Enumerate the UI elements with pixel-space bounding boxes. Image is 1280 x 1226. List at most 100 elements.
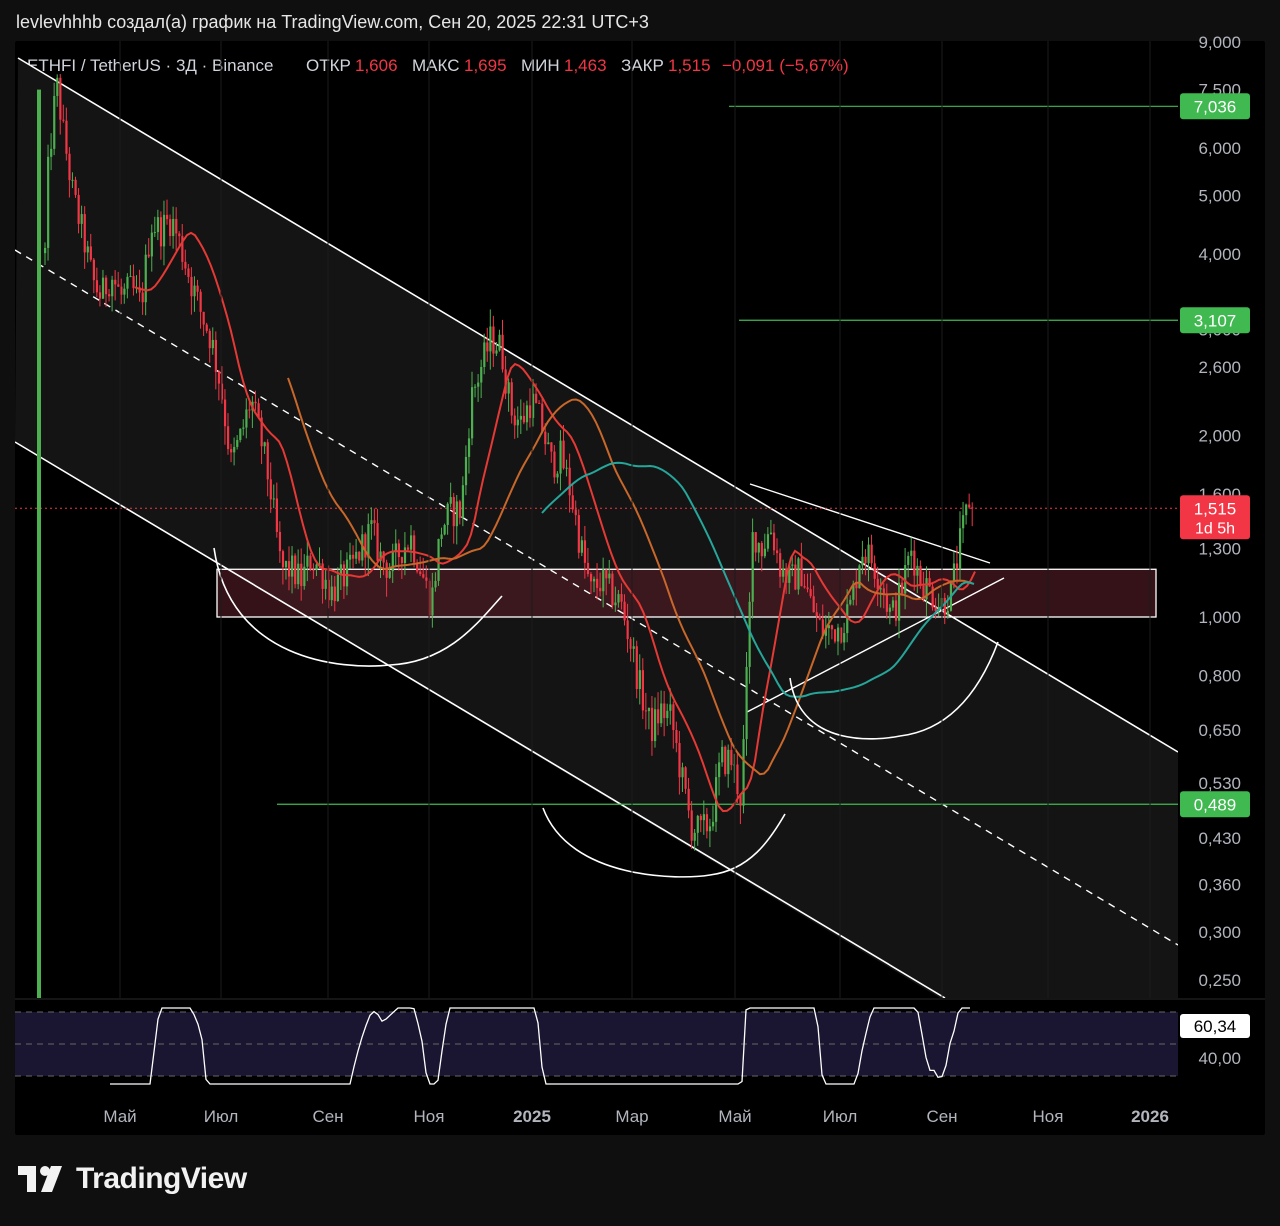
- candle: [339, 564, 343, 575]
- time-tick-label: Сен: [926, 1107, 957, 1126]
- candle: [355, 551, 358, 559]
- candle: [846, 604, 849, 634]
- candle: [223, 399, 227, 427]
- channel-lower-line: [15, 441, 946, 998]
- candle: [62, 119, 65, 121]
- candle: [739, 794, 742, 806]
- tradingview-logo[interactable]: TradingView: [18, 1162, 247, 1196]
- candle: [59, 77, 62, 120]
- legend-low: 1,463: [564, 56, 607, 75]
- candle: [602, 569, 605, 592]
- price-badge: [1180, 307, 1250, 334]
- candle: [904, 564, 907, 594]
- price-tick-label: 1,300: [1198, 539, 1241, 558]
- candle: [952, 563, 956, 581]
- ma-red-line: [134, 231, 976, 813]
- rsi-value-badge: [1180, 1014, 1250, 1038]
- candle: [211, 339, 214, 349]
- candle: [254, 401, 257, 404]
- candle: [330, 586, 333, 601]
- candle: [486, 342, 489, 352]
- candle: [547, 442, 550, 445]
- candle: [56, 77, 59, 96]
- candle: [550, 442, 553, 452]
- candle: [358, 551, 361, 561]
- candle: [477, 382, 480, 387]
- candle: [507, 382, 510, 394]
- price-tick-label: 0,430: [1198, 829, 1241, 848]
- candle: [513, 415, 516, 426]
- candle: [919, 565, 922, 586]
- candle: [275, 498, 278, 532]
- candle: [349, 554, 352, 560]
- candle: [443, 525, 446, 535]
- candle: [910, 550, 913, 556]
- candle: [855, 583, 858, 589]
- candle: [458, 501, 461, 518]
- candle: [65, 120, 68, 154]
- candle: [870, 544, 873, 564]
- candle: [367, 524, 370, 558]
- candle: [150, 232, 153, 257]
- candle: [824, 628, 827, 636]
- candle: [898, 582, 901, 621]
- candle: [413, 535, 416, 563]
- candle: [943, 597, 946, 615]
- candle: [153, 232, 156, 234]
- candle: [556, 473, 559, 478]
- candle: [193, 285, 196, 297]
- time-tick-label: 2025: [513, 1107, 551, 1126]
- candle: [248, 409, 251, 411]
- candle: [571, 495, 574, 510]
- candle: [522, 415, 526, 423]
- candle: [422, 574, 425, 578]
- last-price-label: 1,515: [1194, 499, 1237, 518]
- candle: [50, 148, 53, 157]
- candle: [660, 703, 663, 724]
- candle: [92, 259, 95, 281]
- candle: [416, 562, 419, 572]
- candle: [760, 543, 763, 557]
- legend-close: 1,515: [668, 56, 711, 75]
- candle: [885, 594, 888, 612]
- candle: [220, 383, 224, 400]
- candle: [397, 543, 400, 558]
- candle: [928, 578, 931, 587]
- candle: [803, 586, 806, 588]
- candle: [971, 507, 974, 509]
- candle: [501, 334, 504, 370]
- candle: [410, 535, 413, 550]
- candle: [239, 428, 242, 441]
- ma-teal-line: [541, 461, 975, 698]
- price-badge: [1180, 791, 1250, 818]
- rsi-value-label: 60,34: [1194, 1017, 1237, 1036]
- candle: [419, 571, 422, 575]
- candle: [955, 563, 959, 569]
- price-tick-label: 0,300: [1198, 923, 1241, 942]
- candle: [425, 577, 428, 581]
- candle: [312, 569, 315, 571]
- candle: [156, 217, 160, 233]
- candle: [931, 586, 934, 608]
- candle: [821, 619, 824, 636]
- candle: [400, 557, 404, 564]
- candle: [388, 571, 391, 578]
- candle: [47, 156, 50, 248]
- candle: [278, 531, 282, 552]
- candle: [708, 826, 712, 832]
- candle: [352, 554, 355, 559]
- candle: [327, 579, 330, 601]
- candle: [629, 639, 632, 649]
- candle: [492, 326, 495, 354]
- candle: [544, 431, 547, 445]
- candle: [742, 739, 745, 806]
- candle: [77, 194, 80, 224]
- candle: [147, 254, 150, 257]
- candle: [452, 497, 455, 527]
- candle: [272, 498, 275, 500]
- candle: [736, 764, 739, 795]
- candle: [559, 440, 562, 474]
- rsi-band: [15, 1012, 1178, 1076]
- candle: [718, 762, 721, 778]
